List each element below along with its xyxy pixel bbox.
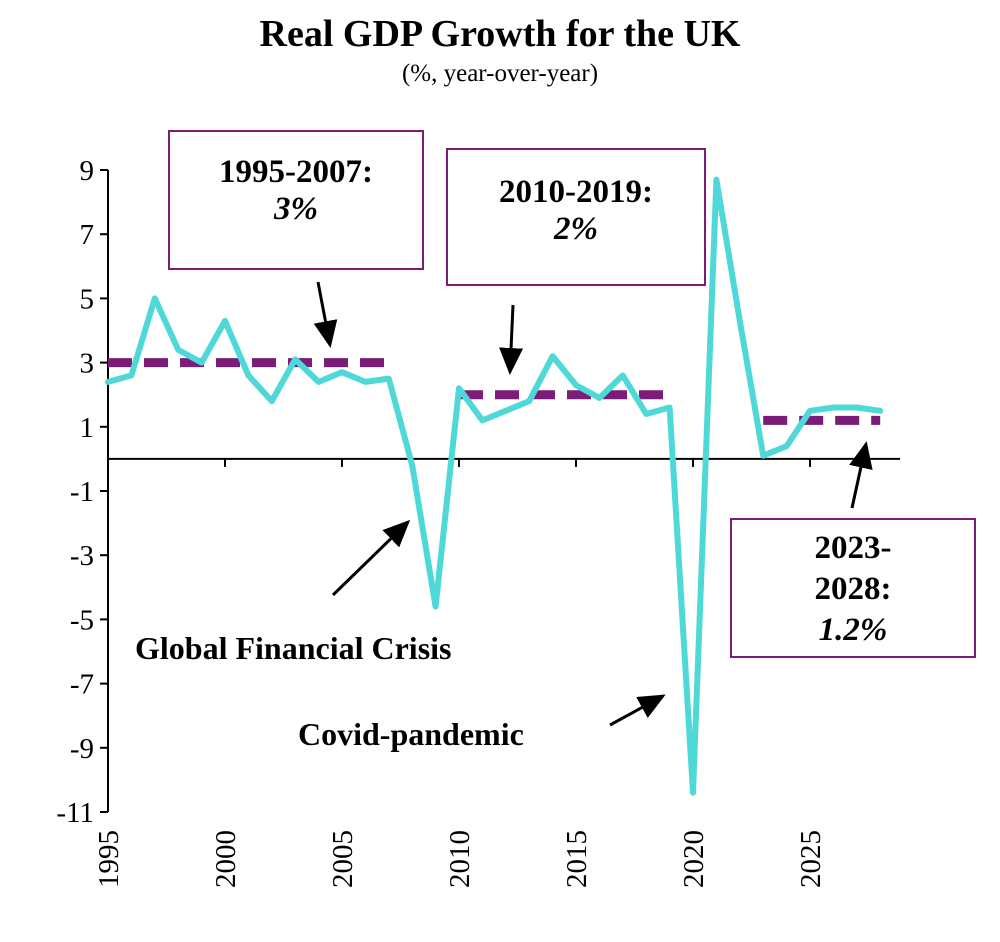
annotation-years-line1: 2023-	[814, 530, 892, 566]
annotation-years: 2010-2019:	[499, 174, 653, 210]
y-tick-label: -5	[70, 604, 94, 636]
x-tick-label: 2010	[444, 830, 476, 888]
series-group	[105, 176, 884, 796]
arrow-box2	[499, 304, 524, 375]
gdp-growth-line	[105, 176, 884, 796]
x-tick-label: 2025	[795, 830, 827, 888]
x-tick-label: 1995	[93, 830, 125, 888]
x-tick-label: 2020	[678, 830, 710, 888]
annotation-years-line2: 2028:	[814, 571, 892, 607]
arrow-box3	[849, 441, 873, 509]
y-tick-label: 1	[80, 412, 95, 444]
label-global-financial-crisis: Global Financial Crisis	[135, 630, 452, 666]
annotation-box-2010-2019: 2010-2019: 2%	[446, 148, 706, 286]
y-tick-label: 9	[80, 155, 95, 187]
arrows-group	[313, 281, 873, 727]
y-tick-label: -3	[70, 540, 94, 572]
arrow-covid	[609, 694, 666, 727]
x-tick-label: 2015	[561, 830, 593, 888]
annotation-value: 1.2%	[818, 612, 888, 648]
y-tick-label: 7	[80, 219, 95, 251]
chart-title: Real GDP Growth for the UK	[259, 13, 741, 55]
y-tick-label: -11	[56, 797, 94, 829]
average-lines-group	[108, 358, 881, 425]
y-tick-label: -7	[70, 669, 94, 701]
annotation-years: 1995-2007:	[219, 154, 373, 190]
annotation-value: 2%	[554, 211, 598, 247]
arrow-box1	[313, 281, 338, 348]
label-covid-pandemic: Covid-pandemic	[298, 716, 524, 752]
annotation-value: 3%	[274, 191, 318, 227]
x-tick-label: 2000	[210, 830, 242, 888]
chart-subtitle: (%, year-over-year)	[401, 60, 599, 87]
y-tick-label: 3	[80, 348, 95, 380]
y-tick-label: -9	[70, 733, 94, 765]
arrow-gfc	[331, 519, 411, 597]
annotation-box-1995-2007: 1995-2007: 3%	[168, 130, 424, 270]
y-tick-label: -1	[70, 476, 94, 508]
y-tick-label: 5	[80, 283, 95, 315]
x-tick-label: 2005	[327, 830, 359, 888]
annotation-box-2023-2028: 2023- 2028: 1.2%	[730, 518, 976, 658]
